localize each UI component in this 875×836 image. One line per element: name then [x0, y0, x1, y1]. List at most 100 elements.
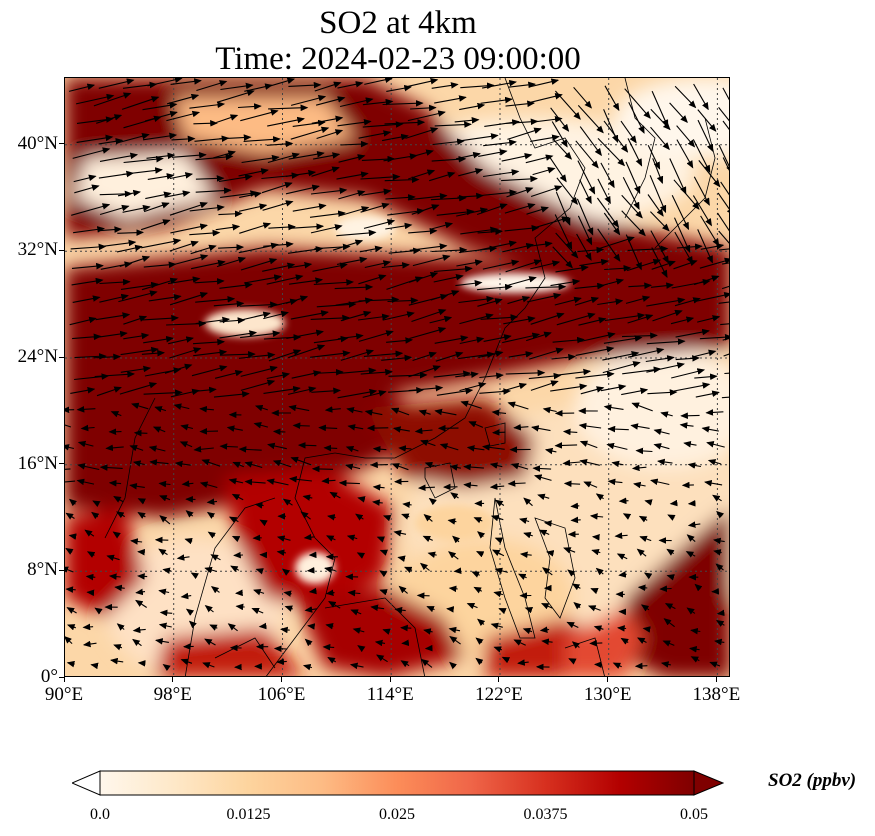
wind-arrow: [347, 424, 364, 431]
wind-arrow: [263, 241, 294, 248]
coastlines: [104, 78, 716, 676]
wind-arrow: [551, 353, 576, 361]
wind-arrow: [471, 571, 480, 578]
wind-arrow: [679, 422, 694, 429]
wind-arrow: [627, 314, 654, 324]
wind-arrow: [476, 551, 485, 558]
wind-arrow: [426, 606, 435, 613]
wind-arrow: [312, 262, 348, 272]
lon-tick-label: 114°E: [366, 684, 414, 705]
wind-arrow: [68, 83, 96, 92]
wind-arrow: [539, 626, 550, 633]
colorbar-label: SO2 (ppbv): [768, 770, 857, 791]
wind-arrow: [542, 567, 553, 576]
wind-arrow: [332, 239, 364, 251]
wind-arrow: [532, 216, 570, 229]
wind-arrow: [482, 79, 517, 89]
wind-arrow: [263, 385, 301, 394]
wind-arrow: [117, 133, 150, 144]
wind-arrow: [235, 603, 245, 611]
wind-arrow: [288, 404, 310, 412]
wind-arrow: [235, 589, 243, 597]
wind-arrow: [434, 408, 457, 416]
wind-arrow: [631, 464, 647, 472]
wind-arrow: [508, 351, 534, 358]
wind-arrow: [428, 497, 437, 506]
wind-arrow: [95, 312, 131, 321]
wind-arrow: [374, 639, 386, 647]
wind-arrow: [579, 179, 592, 205]
wind-arrow: [195, 175, 225, 182]
wind-arrow: [361, 155, 396, 163]
wind-arrow: [311, 166, 340, 177]
wind-arrow: [401, 639, 410, 647]
wind-arrow: [130, 538, 143, 545]
wind-arrow: [142, 132, 178, 141]
wind-arrow: [573, 86, 593, 109]
wind-arrow: [110, 657, 124, 665]
wind-arrow: [230, 565, 240, 573]
wind-arrow: [169, 172, 194, 180]
wind-arrow: [611, 460, 624, 468]
wind-arrow: [663, 618, 675, 628]
wind-arrow: [326, 535, 336, 542]
wind-arrow: [448, 585, 458, 593]
wind-arrow: [554, 442, 578, 449]
wind-arrow: [635, 447, 653, 455]
colorbar-tick-label: 0.0375: [523, 806, 568, 823]
wind-arrow: [155, 638, 169, 645]
wind-arrow: [642, 626, 651, 633]
wind-arrow: [636, 548, 647, 557]
wind-arrow: [476, 283, 513, 291]
wind-arrow: [650, 211, 670, 232]
wind-arrow: [289, 223, 325, 230]
wind-arrow: [722, 262, 729, 265]
wind-arrow: [137, 548, 146, 556]
wind-arrow: [507, 480, 526, 487]
wind-arrow: [253, 589, 265, 596]
wind-arrow: [346, 406, 363, 414]
wind-arrow: [722, 157, 729, 171]
wind-arrow: [65, 480, 76, 483]
wind-arrow: [86, 551, 96, 558]
wind-arrow: [593, 625, 604, 632]
wind-arrow: [141, 277, 178, 291]
wind-arrow: [174, 460, 191, 468]
wind-arrow: [590, 588, 599, 595]
lat-tick-mark: [59, 356, 64, 358]
wind-arrow: [693, 275, 720, 286]
wind-arrow: [675, 355, 700, 362]
wind-arrow: [268, 223, 296, 231]
wind-arrow: [604, 312, 646, 322]
wind-arrow: [327, 656, 337, 664]
wind-arrow: [286, 329, 324, 340]
wind-arrow: [434, 121, 472, 128]
lat-tick-mark: [59, 143, 64, 145]
wind-arrow: [513, 423, 529, 431]
wind-arrow: [66, 660, 75, 668]
wind-arrow: [498, 608, 507, 615]
wind-arrow: [578, 422, 602, 430]
wind-arrow: [240, 365, 278, 377]
wind-arrow: [459, 382, 487, 392]
wind-arrow: [718, 248, 729, 251]
wind-arrow: [533, 474, 552, 481]
wind-arrow: [537, 493, 550, 501]
wind-arrow: [459, 336, 485, 345]
wind-arrow: [123, 155, 164, 164]
wind-arrow: [576, 198, 594, 236]
wind-arrow: [494, 567, 508, 575]
wind-arrow: [718, 107, 729, 122]
wind-arrow: [409, 243, 448, 251]
wind-arrow: [324, 406, 341, 413]
wind-arrow: [267, 78, 296, 88]
wind-arrow: [713, 537, 725, 545]
wind-arrow: [140, 219, 171, 231]
wind-arrow: [336, 256, 368, 265]
wind-arrow: [158, 548, 168, 556]
wind-arrow: [704, 479, 723, 487]
wind-arrow: [266, 274, 304, 285]
wind-arrow: [166, 110, 201, 122]
wind-arrow: [310, 187, 348, 195]
wind-arrow: [116, 244, 143, 253]
